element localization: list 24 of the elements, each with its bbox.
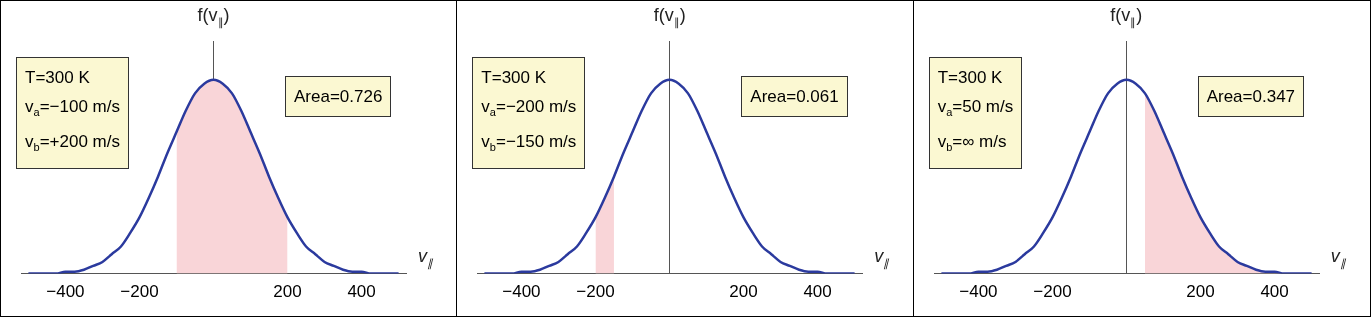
annotation: T=300 K v$_{a}$=50 m/s v$_{b}$=∞ m/s xyxy=(928,57,1023,169)
x-tick-label: 200 xyxy=(273,282,302,302)
annotation: Area=0.061 xyxy=(741,76,848,117)
x-tick-label: −200 xyxy=(120,282,159,302)
y-axis-title: f(v$_{∥}$) xyxy=(197,5,230,29)
y-axis-title: f(v$_{∥}$) xyxy=(1110,5,1143,29)
x-tick-label: 400 xyxy=(1260,282,1289,302)
annotation: Area=0.726 xyxy=(285,76,392,117)
x-tick-label: 400 xyxy=(347,282,376,302)
x-axis-title: v$_{∥}$ xyxy=(874,245,890,270)
x-tick-label: 400 xyxy=(803,282,833,302)
x-tick-label: 200 xyxy=(1186,282,1215,302)
annotation: Area=0.347 xyxy=(1197,76,1305,117)
x-tick-label: −200 xyxy=(576,282,615,302)
annotation: T=300 K v$_{a}$=−100 m/s v$_{b}$=+200 m/s xyxy=(16,57,129,169)
annotation: T=300 K v$_{a}$=−200 m/s v$_{b}$=−150 m/s xyxy=(472,57,586,169)
x-axis-title: v$_{∥}$ xyxy=(418,245,433,270)
x-tick-label: 200 xyxy=(729,282,759,302)
x-tick-label: −200 xyxy=(1032,282,1072,302)
x-tick-label: −400 xyxy=(502,282,541,302)
y-axis-title: f(v$_{∥}$) xyxy=(653,5,686,29)
x-axis-title: v$_{∥}$ xyxy=(1330,245,1346,270)
x-tick-label: −400 xyxy=(958,282,998,302)
x-tick-label: −400 xyxy=(46,282,85,302)
